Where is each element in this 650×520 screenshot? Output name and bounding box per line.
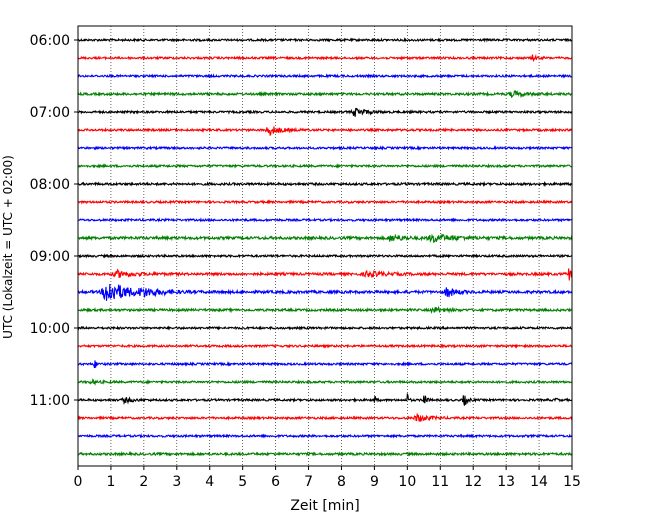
x-tick-label: 1 [106, 474, 115, 490]
y-tick-label: 08:00 [30, 177, 70, 193]
x-tick-label: 10 [398, 474, 416, 490]
x-tick-label: 12 [464, 474, 482, 490]
x-tick-label: 15 [563, 474, 581, 490]
trace-0915 [77, 268, 573, 281]
trace-0630 [77, 73, 573, 79]
y-tick-label: 09:00 [30, 249, 70, 265]
trace-1000 [77, 325, 573, 331]
x-tick-label: 8 [337, 474, 346, 490]
y-axis-ticks: 06:00 07:00 08:00 09:00 10:00 11:00 [30, 33, 78, 409]
x-tick-label: 2 [139, 474, 148, 490]
trace-0745 [77, 163, 573, 169]
x-tick-label: 6 [271, 474, 280, 490]
trace-0615 [77, 54, 573, 63]
trace-0800 [77, 180, 573, 188]
trace-0645 [77, 89, 573, 99]
trace-1045 [77, 378, 573, 386]
trace-0700 [77, 107, 573, 117]
x-tick-label: 11 [431, 474, 449, 490]
trace-1130 [77, 433, 573, 439]
trace-0900 [77, 253, 573, 259]
y-tick-label: 11:00 [30, 393, 70, 409]
x-axis-label: Zeit [min] [290, 498, 359, 514]
trace-group [77, 37, 573, 457]
trace-0730 [77, 145, 573, 151]
trace-1145 [77, 450, 573, 457]
x-tick-label: 3 [172, 474, 181, 490]
trace-0845 [77, 233, 573, 243]
trace-0600 [77, 37, 573, 43]
grid-lines [110, 26, 540, 466]
plot-frame [77, 25, 573, 467]
y-tick-label: 07:00 [30, 105, 70, 121]
trace-1030 [77, 360, 573, 369]
trace-0945 [77, 305, 573, 315]
y-axis-label: UTC (Lokalzeit = UTC + 02:00) [1, 155, 15, 339]
trace-1015 [77, 343, 573, 349]
x-tick-label: 14 [530, 474, 548, 490]
x-axis-ticks: 0 1 2 3 4 5 6 7 8 9 10 11 12 13 14 15 [74, 466, 581, 490]
x-tick-label: 5 [238, 474, 247, 490]
x-tick-label: 7 [304, 474, 313, 490]
trace-1100 [77, 392, 573, 406]
x-tick-label: 9 [370, 474, 379, 490]
x-tick-label: 0 [74, 474, 83, 490]
x-tick-label: 13 [497, 474, 515, 490]
trace-0715 [77, 126, 573, 137]
trace-0815 [77, 199, 573, 205]
y-tick-label: 06:00 [30, 33, 70, 49]
x-tick-label: 4 [205, 474, 214, 490]
y-tick-label: 10:00 [30, 321, 70, 337]
trace-0930 [77, 284, 573, 301]
trace-0830 [77, 217, 573, 223]
trace-1115 [77, 413, 573, 422]
